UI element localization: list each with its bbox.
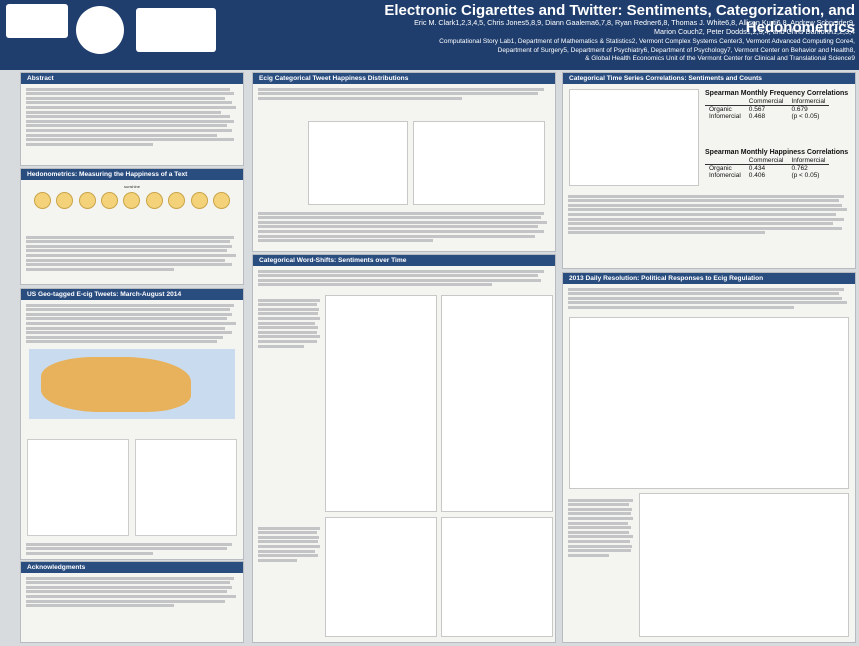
map-land [41,356,191,412]
authors-line: Marion Couch2, Peter Dodds1,2,3,4, and C… [654,27,855,36]
daily-section: 2013 Daily Resolution: Political Respons… [562,272,856,643]
face-icon [168,192,186,209]
author-list: Eric M. Clark1,2,3,4,5, Chris Jones5,8,9… [260,18,855,36]
body-text [253,208,555,246]
section-title: Categorical Time Series Correlations: Se… [563,73,855,84]
face-icon [78,192,96,209]
face-icon [33,192,51,209]
section-title: US Geo-tagged E-cig Tweets: March-August… [21,289,243,300]
affiliations: Computational Story Lab1, Department of … [260,38,855,64]
word-shift-plot [135,439,237,536]
word-shift-plot [639,493,849,637]
ack-section: Acknowledgments [20,561,244,643]
happiness-distribution-plot [413,121,545,205]
column-header: Commercial [744,157,788,165]
body-text [253,266,555,290]
story-lab-logo [6,4,68,38]
table-cell: 0.762 [791,165,808,172]
uvm-seal-logo [76,6,124,54]
affil-line: Department of Surgery5, Department of Ps… [497,46,855,54]
table-cell: 0.434 [748,165,766,172]
daily-happiness-timeseries [569,317,849,489]
row-label: Infomercial [709,172,741,179]
word-shift-plot [325,517,437,637]
table-cell: 0.406 [748,172,766,179]
frequency-correlation-plot [569,89,699,186]
poster-header: Electronic Cigarettes and Twitter: Senti… [0,0,859,70]
face-icon [56,192,74,209]
table-title: Spearman Monthly Frequency Correlations [705,90,849,97]
body-text [21,232,243,274]
tweet-counts-plot [308,121,408,205]
section-title: Hedonometrics: Measuring the Happiness o… [21,169,243,180]
body-text [563,284,855,313]
row-label: Organic [709,165,732,172]
body-text [21,539,243,558]
face-icon [190,192,208,209]
happiness-correlation-table: Spearman Monthly Happiness Correlations … [705,149,848,179]
section-title: Acknowledgments [21,562,243,573]
body-text [563,495,641,560]
logo-group [6,4,261,62]
face-icon [213,192,231,209]
geo-section: US Geo-tagged E-cig Tweets: March-August… [20,288,244,560]
table-cell: 0.468 [748,113,766,120]
vacc-logo [136,8,216,52]
word-shift-plot [325,295,437,512]
hedonometrics-section: Hedonometrics: Measuring the Happiness o… [20,168,244,285]
poster-title: Electronic Cigarettes and Twitter: Senti… [384,2,855,36]
table-cell: 0.679 [791,106,808,113]
wordshift-caption [253,295,328,351]
section-title: Ecig Categorical Tweet Happiness Distrib… [253,73,555,84]
example-word: sunshine [123,184,140,189]
timeseries-section: Categorical Time Series Correlations: Se… [562,72,856,269]
section-title: Abstract [21,73,243,84]
row-label: Organic [709,106,732,113]
distributions-section: Ecig Categorical Tweet Happiness Distrib… [252,72,556,252]
section-title: 2013 Daily Resolution: Political Respons… [563,273,855,284]
affil-line: & Global Health Economics Unit of the Ve… [585,55,855,62]
affil-line: Computational Story Lab1, Department of … [439,38,855,45]
row-label: Infomercial [709,113,741,120]
body-text [253,84,555,103]
word-shift-plot [441,517,553,637]
body-text [563,191,855,238]
body-text [21,573,243,611]
column-header: Commercial [744,98,788,106]
table-title: Spearman Monthly Happiness Correlations [705,149,849,156]
section-title: Categorical Word-Shifts: Sentiments over… [253,255,555,266]
face-icon [101,192,119,209]
frequency-correlation-table: Spearman Monthly Frequency Correlations … [705,90,848,120]
table-cell: (p < 0.05) [791,172,820,179]
us-map [29,348,235,419]
column-header: Informercial [787,98,830,106]
column-header: Informercial [787,157,830,165]
word-shift-plot [441,295,553,512]
face-icon [145,192,163,209]
wordshifts-section: Categorical Word-Shifts: Sentiments over… [252,254,556,643]
body-text [21,84,243,149]
authors-line: Eric M. Clark1,2,3,4,5, Chris Jones5,8,9… [414,18,855,27]
wordshift-caption [253,523,328,565]
abstract-section: Abstract [20,72,244,166]
table-cell: (p < 0.05) [791,113,820,120]
word-shift-plot [27,439,129,536]
face-icon [123,192,141,209]
body-text [21,300,243,347]
table-cell: 0.567 [748,106,766,113]
happiness-scale [21,189,243,212]
